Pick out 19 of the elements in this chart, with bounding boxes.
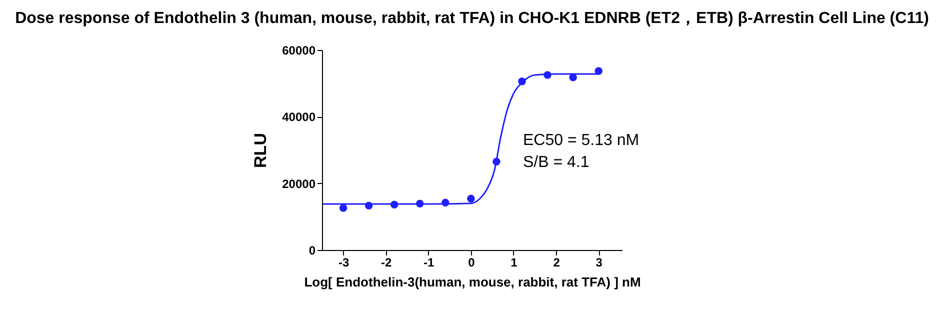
x-tick-label: -2: [380, 256, 392, 270]
point: [339, 204, 348, 212]
y-tick-label: 20000: [282, 176, 316, 191]
point: [467, 194, 475, 203]
y-tick-label: 0: [308, 244, 316, 258]
x-tick-label: -3: [338, 256, 350, 270]
point: [594, 67, 602, 75]
y-tick-label: 60000: [282, 44, 316, 58]
y-tick-label: 40000: [282, 110, 316, 124]
x-tick-label: 0: [468, 256, 476, 270]
x-tick-label: -1: [424, 256, 435, 270]
x-tick-label: 3: [596, 256, 603, 270]
annotation: S/B = 4.1: [523, 154, 590, 171]
x-tick-label: 1: [510, 256, 518, 270]
y-axis-title: RLU: [251, 133, 270, 168]
x-axis-title: Log[ Endothelin-3(human, mouse, rabbit, rat TFA) ] nM: [304, 274, 641, 290]
x-tick-label: 2: [553, 256, 560, 270]
annotation: EC50 = 5.13 nM: [523, 132, 640, 149]
chart-title: Dose response of Endothelin 3 (human, mouse, rabbit, rat TFA) in CHO-K1 EDNRB (ET2，ETB) β-Arrestin Cell Line (C11): [15, 10, 929, 27]
